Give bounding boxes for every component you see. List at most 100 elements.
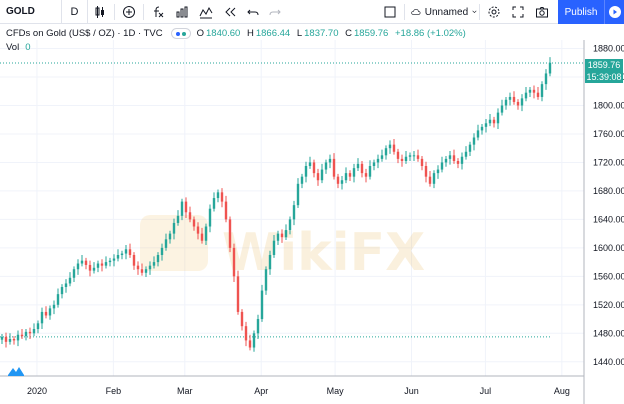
publish-dropdown-button[interactable]: [604, 0, 624, 24]
candle-body: [448, 155, 452, 159]
chart-style-button[interactable]: [88, 0, 112, 24]
candle-body: [200, 233, 204, 241]
candle-body: [388, 144, 392, 149]
alert-button[interactable]: [194, 0, 218, 24]
gear-icon: [488, 6, 500, 18]
time-tick-label: Jun: [404, 386, 419, 396]
toolbar-divider: [404, 4, 405, 20]
candle-body: [336, 176, 340, 184]
candle-body: [160, 247, 164, 255]
publish-button[interactable]: Publish: [558, 0, 604, 24]
price-tick-label: 1720.00: [593, 157, 624, 167]
candle-body: [452, 155, 456, 162]
candle-body: [416, 155, 420, 159]
candle-body: [192, 219, 196, 227]
candle-body: [128, 249, 132, 255]
settings-button[interactable]: [482, 0, 506, 24]
watermark-text: WikiFX: [222, 223, 425, 283]
market-status-dot-icon: [175, 31, 180, 36]
open-label: O: [196, 28, 204, 39]
top-toolbar: GOLD D Unnamed: [0, 0, 624, 24]
candle-body: [20, 334, 24, 337]
candle-body: [320, 169, 324, 181]
candle-body: [24, 331, 28, 337]
bar-chart-icon: [176, 6, 188, 17]
replay-button[interactable]: [218, 0, 242, 24]
indicators-button[interactable]: [146, 0, 170, 24]
candle-body: [172, 222, 176, 234]
candle-body: [236, 276, 240, 312]
candle-body: [120, 253, 124, 255]
symbol-search-button[interactable]: GOLD: [0, 0, 62, 24]
candle-body: [380, 155, 384, 159]
candle-body: [396, 151, 400, 159]
candle-body: [292, 205, 296, 220]
volume-legend: Vol 0: [6, 42, 31, 53]
layout-square-icon: [384, 6, 396, 18]
toolbar-right: Unnamed Publish: [378, 0, 624, 24]
candle-body: [132, 254, 136, 266]
candle-body: [420, 158, 424, 166]
volume-label[interactable]: Vol: [6, 42, 20, 53]
candle-body: [364, 173, 368, 177]
fullscreen-button[interactable]: [506, 0, 530, 24]
time-tick-label: 2020: [27, 386, 47, 396]
candle-body: [316, 173, 320, 181]
compare-plus-icon: [123, 5, 135, 18]
candle-body: [144, 269, 148, 273]
status-pill[interactable]: [170, 28, 191, 39]
candle-body: [324, 162, 328, 170]
candle-body: [532, 89, 536, 93]
candle-body: [524, 92, 528, 99]
camera-icon: [536, 7, 548, 18]
candle-body: [268, 254, 272, 270]
candle-body: [332, 158, 336, 177]
ohlc-values: O 1840.60 H 1866.44 L 1837.70 C 1859.76 +18.…: [197, 28, 470, 39]
candle-body: [100, 263, 104, 266]
candle-body: [184, 201, 188, 213]
compare-button[interactable]: [117, 0, 141, 24]
candle-body: [412, 155, 416, 157]
open-value: 1840.60: [206, 28, 241, 39]
candle-body: [124, 249, 128, 254]
candle-body: [164, 239, 168, 248]
candle-body: [156, 254, 160, 263]
snapshot-button[interactable]: [530, 0, 554, 24]
last-price-text: 1859.76: [587, 60, 621, 70]
high-label: H: [246, 28, 254, 39]
candle-body: [424, 166, 428, 177]
candle-body: [512, 96, 516, 102]
candle-body: [480, 126, 484, 131]
financials-button[interactable]: [170, 0, 194, 24]
candle-body: [304, 166, 308, 177]
candle-body: [276, 233, 280, 241]
candle-body: [508, 96, 512, 100]
legend-title[interactable]: CFDs on Gold (US$ / OZ) · 1D · TVC: [6, 28, 163, 39]
price-chart[interactable]: WikiFX 1440.00 1480.00 1520.00 1560.00 1600.0…: [0, 40, 624, 404]
undo-button[interactable]: [242, 0, 264, 24]
candle-body: [40, 311, 44, 324]
tradingview-logo-icon[interactable]: [8, 364, 24, 376]
fx-indicators-icon: [154, 6, 164, 17]
candle-body: [516, 101, 520, 106]
low-value: 1837.70: [304, 28, 339, 39]
low-label: L: [296, 28, 303, 39]
publish-label: Publish: [564, 6, 598, 18]
candle-body: [444, 158, 448, 163]
redo-button[interactable]: [264, 0, 286, 24]
candle-body: [176, 215, 180, 223]
candle-body: [440, 162, 444, 170]
candle-body: [32, 329, 36, 334]
play-icon: [608, 6, 621, 18]
candle-body: [284, 230, 288, 238]
layout-button[interactable]: [378, 0, 402, 24]
candle-body: [432, 173, 436, 184]
candle-body: [500, 105, 504, 113]
candle-body: [376, 158, 380, 163]
candle-body: [140, 269, 144, 273]
candle-body: [228, 219, 232, 248]
candle-body: [0, 336, 4, 340]
interval-button[interactable]: D: [62, 0, 88, 24]
alert-icon: [199, 6, 213, 18]
layout-name-button[interactable]: Unnamed: [407, 0, 477, 24]
